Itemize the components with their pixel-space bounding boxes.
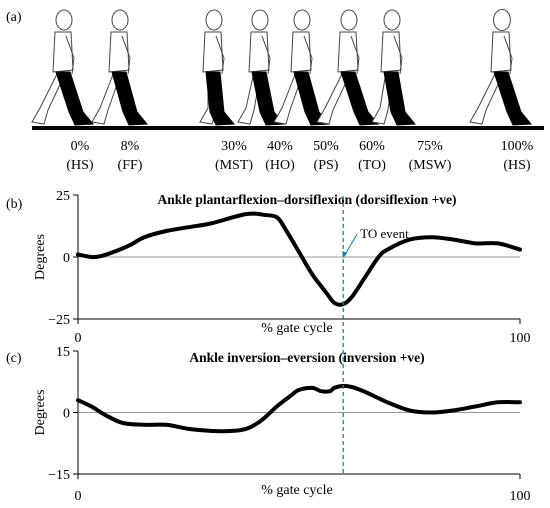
arm-shape [350, 35, 360, 75]
walker-figure [91, 9, 149, 126]
x-tick-label: 100 [510, 489, 531, 504]
torso-shape [490, 31, 512, 73]
x-tick-label: 0 [75, 489, 82, 504]
x-axis-label: % gate cycle [261, 321, 333, 336]
phase-abbr: (PS) [314, 158, 339, 173]
y-tick-label: 0 [63, 251, 70, 266]
walking-figures [31, 9, 533, 126]
arm-shape [215, 35, 225, 75]
walker-figure [316, 9, 380, 126]
y-axis-label: Degrees [33, 390, 48, 436]
torso-shape [337, 31, 359, 73]
phase-abbr: (HO) [265, 158, 295, 173]
arm-shape [261, 35, 271, 75]
to-event-pointer [343, 233, 358, 257]
phase-abbr: (HS) [503, 158, 531, 173]
to-event-marker: TO event [342, 196, 409, 474]
chart-dorsiflexion: 25 0 −25 0 100 % gate cycle Degrees Ankle plant… [33, 189, 531, 346]
y-axis-label: Degrees [33, 234, 48, 280]
y-tick-label: 15 [56, 345, 70, 360]
torso-shape [380, 31, 402, 73]
panel-c-label: (c) [6, 351, 22, 366]
phase-abbr: (HS) [66, 158, 94, 173]
phase-percent: 30% [221, 139, 247, 154]
y-tick-label: 25 [56, 189, 70, 204]
walker-figure [469, 9, 533, 126]
y-tick-label: −25 [48, 313, 70, 328]
front-leg-shape [383, 71, 417, 126]
x-tick-label: 0 [75, 331, 82, 346]
torso-shape [202, 31, 224, 73]
front-leg-shape [111, 71, 149, 126]
phase-percent: 40% [267, 139, 293, 154]
phase-abbr: (TO) [358, 158, 386, 173]
arm-shape [503, 35, 513, 75]
chart-title: Ankle plantarflexion–dorsiflexion (dorsi… [157, 192, 456, 207]
head-shape [205, 9, 223, 31]
head-shape [383, 9, 401, 31]
phase-abbr: (MSW) [409, 158, 452, 173]
chart-title: Ankle inversion–eversion (inversion +ve) [189, 350, 424, 365]
chart-inversion: 15 0 −15 0 100 % gate cycle Degrees Ankle inver… [33, 345, 531, 504]
y-tick-label: −15 [48, 468, 70, 483]
walker-figure [237, 9, 286, 126]
arm-shape [121, 35, 131, 75]
phase-percent: 100% [501, 139, 534, 154]
y-tick-label: 0 [63, 407, 70, 422]
phase-percent: 75% [417, 139, 443, 154]
arm-shape [303, 35, 313, 75]
walker-figure [371, 9, 417, 126]
head-shape [340, 9, 358, 31]
torso-shape [108, 31, 130, 73]
phase-percent: 60% [359, 139, 385, 154]
arm-shape [65, 35, 75, 75]
head-shape [293, 9, 311, 31]
panel-b-label: (b) [6, 197, 23, 212]
x-tick-label: 100 [510, 331, 531, 346]
head-shape [251, 9, 269, 31]
head-shape [55, 9, 73, 31]
gait-phase-labels: 0% (HS) 8% (FF) 30% (MST) 40% (HO) 50% (PS) 60% (TO… [66, 139, 533, 173]
phase-percent: 0% [71, 139, 90, 154]
series-line [76, 383, 522, 434]
torso-shape [248, 31, 270, 73]
panel-a-label: (a) [6, 10, 22, 25]
front-leg-shape [205, 71, 236, 126]
phase-percent: 50% [313, 139, 339, 154]
phase-percent: 8% [121, 139, 140, 154]
walker-figure [273, 9, 331, 126]
torso-shape [290, 31, 312, 73]
x-axis-label: % gate cycle [261, 483, 333, 498]
front-leg-shape [55, 71, 95, 126]
to-event-label: TO event [360, 226, 409, 241]
front-leg-shape [340, 71, 380, 126]
phase-abbr: (MST) [215, 158, 253, 173]
walker-figure [31, 9, 95, 126]
series-line [76, 211, 522, 307]
walker-figure [199, 9, 236, 126]
front-leg-shape [493, 71, 533, 126]
phase-abbr: (FF) [118, 158, 143, 173]
ground-line [32, 126, 544, 130]
arm-shape [393, 35, 403, 75]
torso-shape [52, 31, 74, 73]
head-shape [111, 9, 129, 31]
head-shape [493, 9, 511, 31]
to-event-arrowhead [342, 251, 348, 258]
